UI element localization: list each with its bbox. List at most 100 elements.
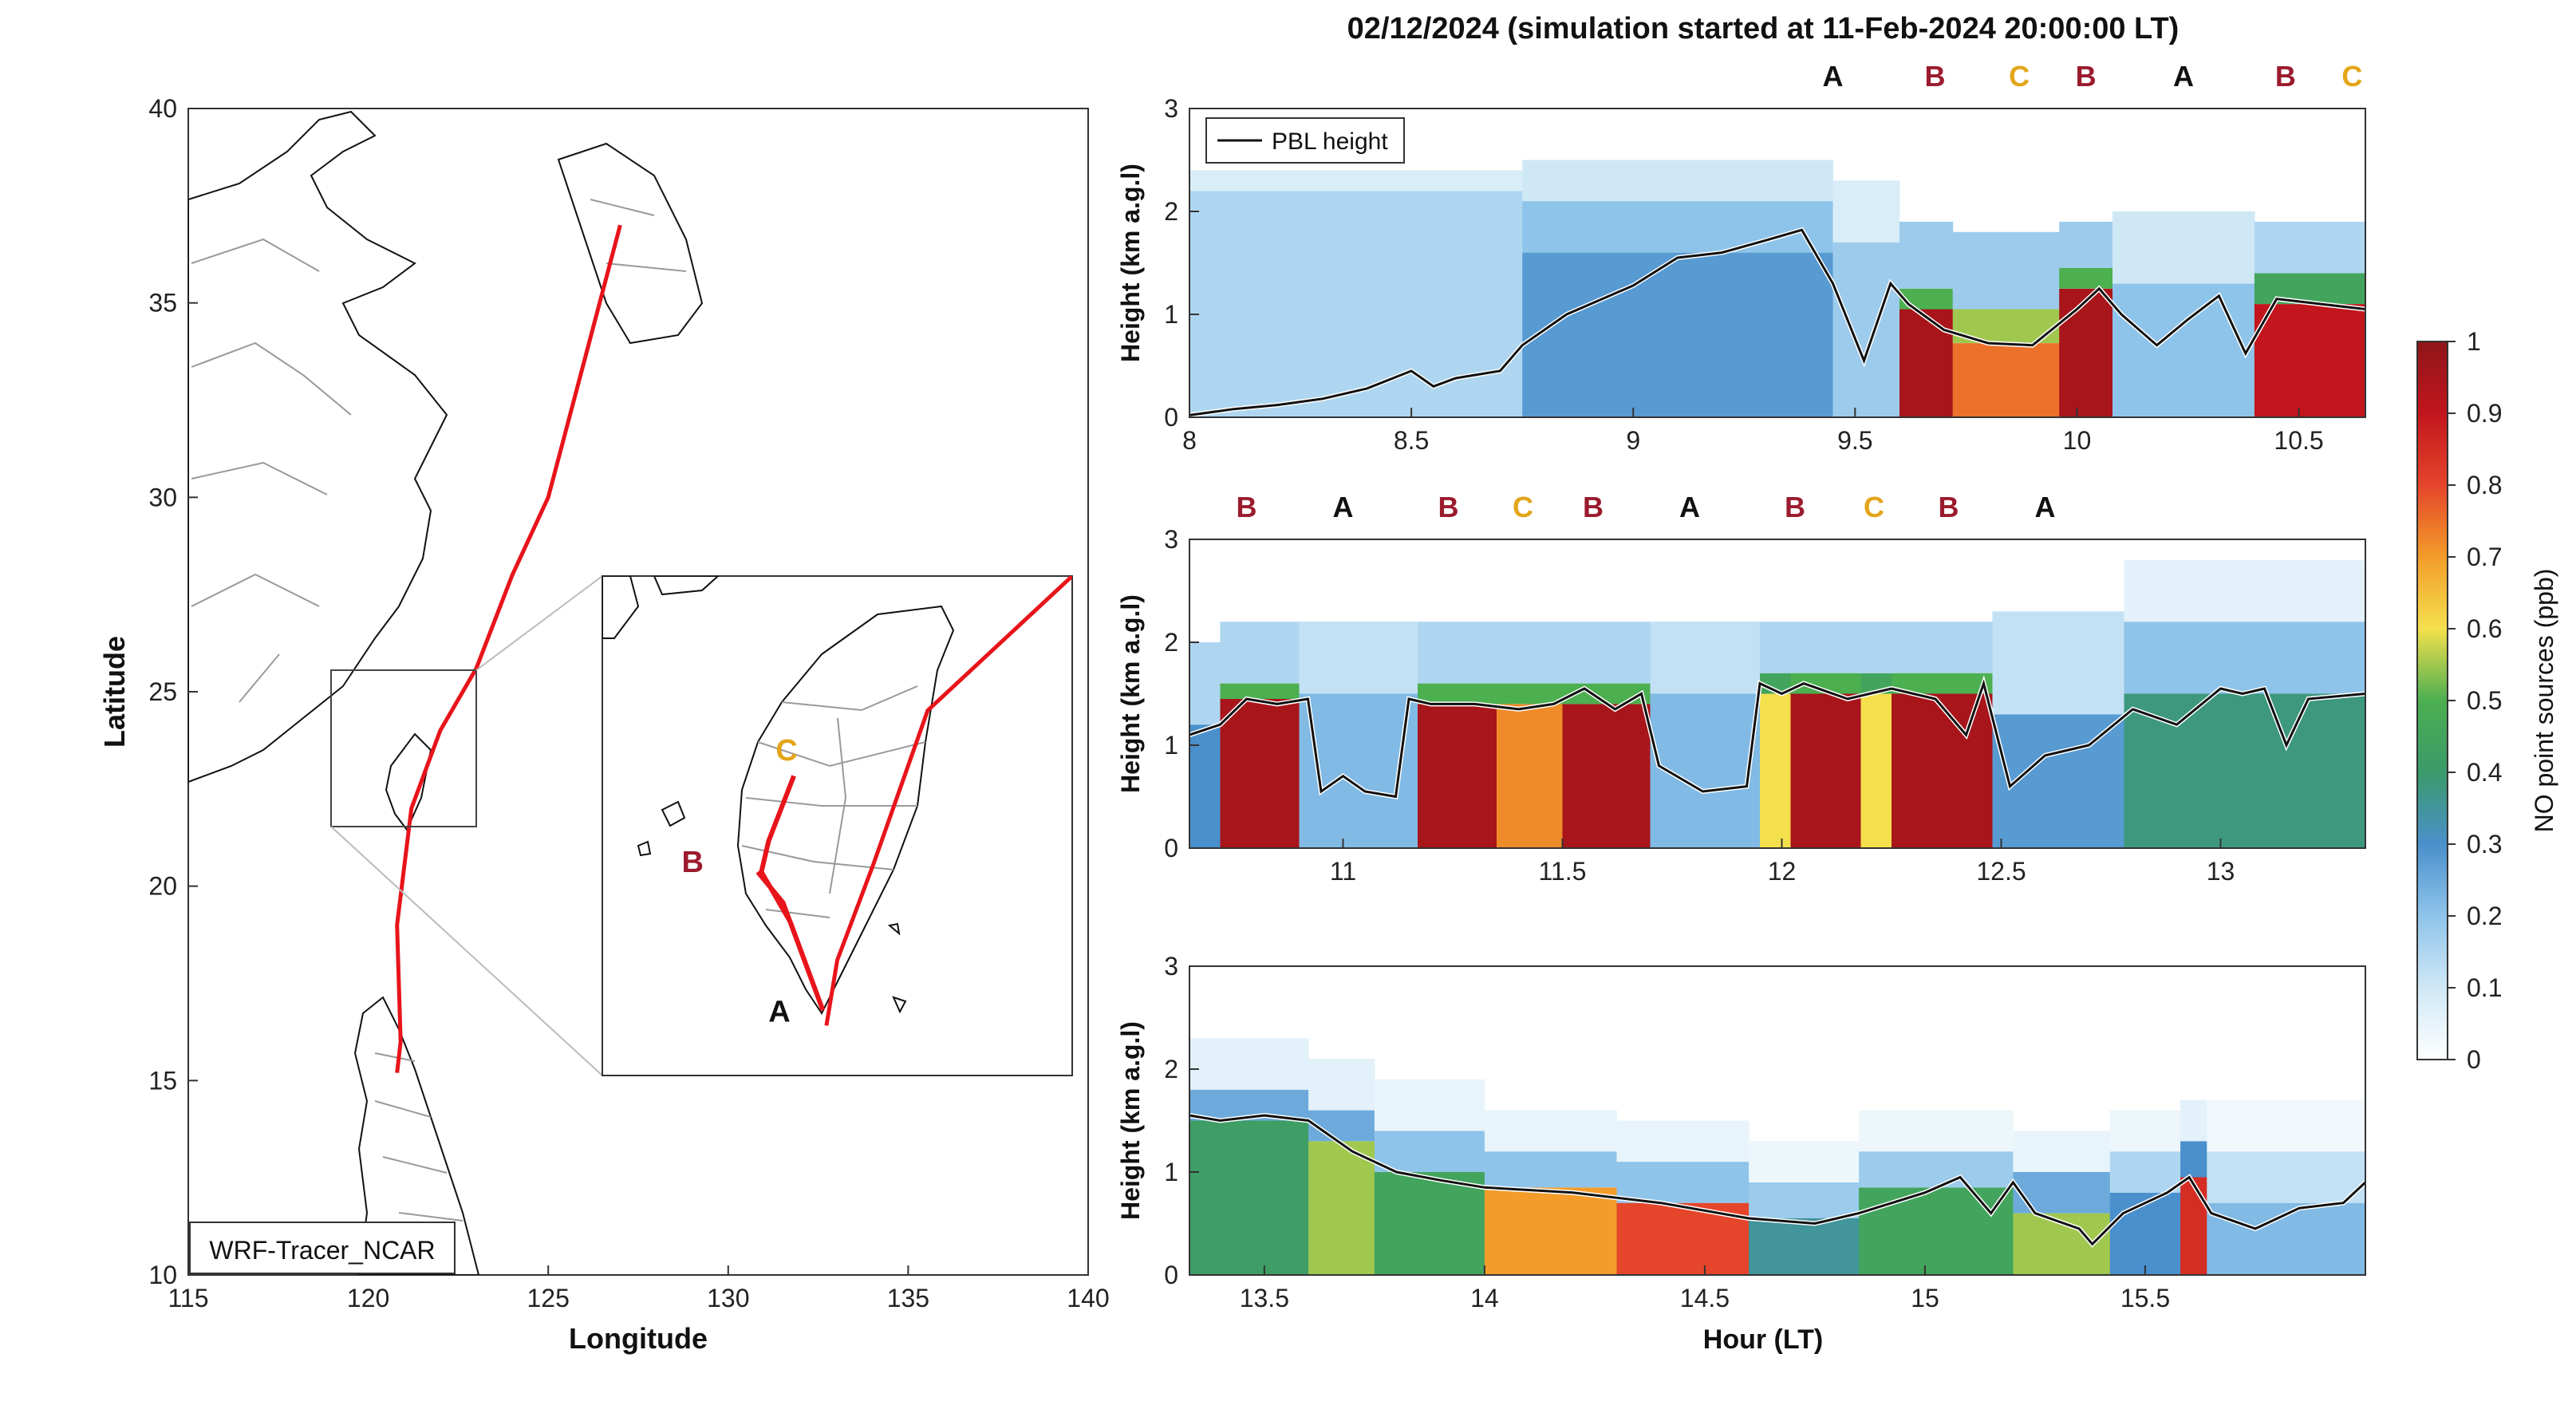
xtick-label: 13.5	[1240, 1284, 1289, 1312]
panel-ylabel: Height (km a.g.l)	[1116, 1021, 1145, 1220]
colorbar-tick-label: 0.2	[2467, 902, 2502, 930]
coastline-korea	[557, 142, 704, 345]
map-xlabel: Longitude	[569, 1322, 708, 1355]
heatmap-cell	[1299, 622, 1418, 694]
xtick-label: 10.5	[2274, 426, 2323, 455]
colorbar-tick-label: 0	[2467, 1045, 2481, 1074]
heatmap-cell	[1418, 683, 1497, 705]
heatmap-cell	[1562, 622, 1651, 684]
heatmap-cell	[1374, 1172, 1485, 1275]
map-xtick-label: 140	[1067, 1284, 1109, 1312]
heatmap-cell	[2059, 221, 2113, 268]
heatmap-cell	[1749, 1182, 1860, 1218]
pbl-legend-label: PBL height	[1272, 128, 1388, 155]
colorbar-tick-label: 0.9	[2467, 399, 2502, 428]
inset-map: A B C	[602, 575, 1073, 1076]
panel-bottom: 13.5 14 14.5 15 15.5 0 1 2 3 Height (km a.g.l)	[1116, 952, 2368, 1312]
xtick-label: 12.5	[1976, 857, 2026, 886]
ytick-label: 1	[1164, 731, 1178, 760]
heatmap-cell	[1220, 699, 1300, 848]
site-label-b: B	[2275, 60, 2296, 93]
province-borders	[191, 199, 687, 703]
heatmap-cell	[1650, 622, 1761, 694]
ytick-label: 2	[1164, 628, 1178, 657]
heatmap-cell	[1220, 683, 1300, 699]
heatmap-cell	[1497, 704, 1563, 848]
colorbar-tick-label: 0.6	[2467, 614, 2502, 643]
zoom-box	[330, 669, 477, 827]
heatmap-cell	[1522, 201, 1834, 253]
zoom-connector-top	[475, 575, 603, 671]
map-ylabel: Latitude	[98, 636, 131, 748]
site-label-a: A	[2173, 60, 2194, 93]
heatmap-cell	[2124, 622, 2366, 694]
inset-islands	[637, 800, 907, 1014]
site-label-b: B	[1237, 491, 1257, 523]
colorbar-tick-label: 0.8	[2467, 471, 2502, 499]
heatmap-cell	[1484, 1110, 1617, 1152]
heatmap-cell	[1189, 191, 1523, 417]
heatmap-cell	[2124, 559, 2366, 622]
xtick-label: 12	[1768, 857, 1797, 886]
province-borders-ph	[374, 1052, 464, 1222]
colorbar-fill	[2416, 341, 2448, 1060]
map-ytick-label: 40	[148, 94, 177, 123]
site-label-b: B	[1438, 491, 1459, 523]
colorbar-tick-label: 0.1	[2467, 973, 2502, 1002]
heatmap-cell	[2180, 1177, 2207, 1275]
xtick-label: 8.5	[1394, 426, 1429, 455]
heatmap-cell	[1484, 1151, 1617, 1188]
colorbar-tick-label: 1	[2467, 327, 2481, 356]
heatmap-cell	[1308, 1141, 1375, 1275]
xtick-label: 15.5	[2120, 1284, 2170, 1312]
ytick-label: 3	[1164, 94, 1178, 123]
xtick-label: 14.5	[1680, 1284, 1730, 1312]
heatmap-cell	[2180, 1099, 2207, 1142]
xtick-label: 11	[1330, 857, 1356, 886]
heatmap-cell	[2109, 1192, 2181, 1275]
inset-mainland-edge	[602, 576, 720, 639]
heatmap-cell	[1374, 1079, 1485, 1131]
panel-frame	[1189, 539, 2366, 849]
map-xtick-label: 115	[168, 1284, 208, 1312]
heatmap-cell	[1418, 704, 1497, 848]
ytick-label: 2	[1164, 1055, 1178, 1083]
map-label-box	[189, 1222, 456, 1274]
xtick-label: 8	[1182, 426, 1197, 455]
heatmap-cell	[1484, 1187, 1617, 1275]
map-land	[188, 110, 704, 1275]
panel-frame	[1189, 965, 2366, 1276]
heatmap-cell	[1859, 1151, 2014, 1188]
ytick-label: 2	[1164, 197, 1178, 226]
heatmap-cell	[1790, 622, 1861, 673]
panel-top: 8 8.5 9 9.5 10 10.5 0 1 2 3 Height (km a.g.l) A B C B A…	[1116, 60, 2366, 455]
heatmap-cell	[1616, 1120, 1750, 1162]
pbl-line	[1189, 1114, 2367, 1246]
heatmap-cell	[1749, 1218, 1860, 1275]
xtick-label: 9	[1626, 426, 1640, 455]
colorbar-label: NO point sources (ppb)	[2530, 569, 2558, 833]
heatmap-cell	[1790, 693, 1861, 848]
site-label-c: C	[1864, 491, 1884, 523]
pbl-legend: PBL height	[1205, 117, 1405, 164]
panel-frame	[1189, 108, 2366, 418]
heatmap-cell	[1189, 642, 1221, 725]
xtick-label: 14	[1470, 1284, 1499, 1312]
site-label-b: B	[1785, 491, 1805, 523]
colorbar-tick-label: 0.3	[2467, 830, 2502, 858]
heatmap-cell	[1859, 1110, 2014, 1152]
heatmap-cell	[1899, 221, 1954, 289]
heatmap-cell	[1952, 343, 2060, 417]
xtick-label: 9.5	[1837, 426, 1872, 455]
heatmap-cell	[2013, 1131, 2111, 1172]
heatmap-cell	[1189, 1120, 1309, 1275]
heatmap-cell	[2059, 267, 2113, 289]
site-label-a: A	[1823, 60, 1844, 93]
heatmap-cell	[1522, 252, 1834, 417]
heatmap-cell	[2013, 1172, 2111, 1214]
site-label-a: A	[1679, 491, 1700, 523]
ytick-label: 0	[1164, 403, 1178, 432]
heatmap-cell	[2180, 1141, 2207, 1178]
xtick-label: 11.5	[1539, 857, 1587, 886]
